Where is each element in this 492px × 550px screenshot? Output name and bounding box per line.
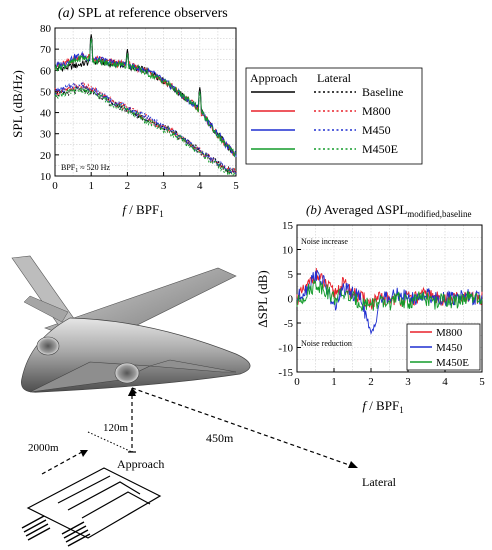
- label-lateral: Lateral: [362, 475, 397, 489]
- xtick-label: 2: [125, 180, 131, 192]
- xtick-label: 0: [294, 376, 300, 388]
- xtick-label: 1: [88, 180, 94, 192]
- label-approach: Approach: [117, 457, 164, 471]
- panel-b-ytick-labels: 15 10 5 0 -5 -10 -15: [278, 220, 293, 379]
- series-approach-m450e: [54, 38, 237, 158]
- panel-b-title: (b) Averaged ΔSPLmodified,baseline: [306, 202, 472, 219]
- aircraft-wing-root: [149, 359, 237, 373]
- legend-a-entry-m800: M800: [362, 104, 391, 118]
- ytick-label: 20: [40, 150, 52, 162]
- panel-a-xtick-labels: 0 1 2 3 4 5: [52, 180, 239, 192]
- xtick-label: 5: [479, 376, 485, 388]
- legend-a-box: [245, 67, 423, 165]
- aircraft-right-engine: [114, 362, 140, 384]
- lateral-arrow-head: [348, 461, 358, 468]
- ytick-label: 70: [40, 44, 52, 56]
- panel-a-bpf-note: BPF1 ≈ 520 Hz: [61, 163, 110, 174]
- panel-a-legend: Approach Lateral Baseline M800 M450 M450…: [245, 67, 423, 165]
- xtick-label: 0: [52, 180, 58, 192]
- ytick-label: 15: [282, 220, 294, 232]
- series-m450e: [296, 279, 483, 312]
- xtick-label: 5: [233, 180, 239, 192]
- panel-b-series: [296, 267, 483, 336]
- runway-threshold-marks: [21, 515, 91, 547]
- lateral-450m-line: [131, 387, 353, 467]
- lateral-arrow-tail: [128, 388, 137, 396]
- runway-drawing: [26, 467, 162, 539]
- legend-a-header-approach: Approach: [250, 71, 297, 85]
- runway-centerline-1: [57, 475, 111, 504]
- label-450m: 450m: [206, 431, 234, 445]
- ytick-label: 0: [288, 294, 294, 306]
- panel-a-title: (a) SPL at reference observers: [58, 6, 228, 21]
- aircraft-illustration: [11, 255, 251, 393]
- legend-b-entry-m450: M450: [436, 342, 463, 354]
- ytick-label: 50: [40, 86, 52, 98]
- ytick-label: 10: [282, 245, 294, 257]
- label-2000m: 2000m: [28, 442, 59, 454]
- xtick-label: 2: [368, 376, 374, 388]
- panel-a-xlabel: f / BPF1: [122, 202, 163, 219]
- panel-b-annot-reduction: Noise reduction: [301, 339, 352, 348]
- legend-b-entry-m450e: M450E: [436, 357, 469, 369]
- svg-text:(a) SPL at reference observers: (a) SPL at reference observers: [58, 6, 228, 21]
- legend-b-entry-m800: M800: [436, 327, 463, 339]
- label-120m: 120m: [103, 422, 129, 434]
- panel-a-series: [54, 34, 237, 177]
- ytick-label: 10: [40, 171, 52, 183]
- ytick-label: -15: [278, 367, 293, 379]
- runway-chevron-2: [81, 491, 151, 519]
- xtick-label: 3: [405, 376, 411, 388]
- legend-a-entry-baseline: Baseline: [362, 85, 403, 99]
- ytick-label: -10: [278, 343, 293, 355]
- ytick-label: -5: [284, 318, 294, 330]
- xtick-label: 4: [442, 376, 448, 388]
- legend-a-entry-m450: M450: [362, 123, 391, 137]
- runway-arrow-head: [80, 450, 88, 457]
- ytick-label: 30: [40, 129, 52, 141]
- xtick-label: 3: [161, 180, 167, 192]
- xtick-label: 4: [197, 180, 203, 192]
- panel-b-xlabel: f / BPF1: [362, 398, 403, 415]
- observer-geometry-diagram: 2000m 120m Approach 450m Lateral: [21, 387, 397, 547]
- ytick-label: 5: [288, 269, 294, 281]
- panel-b-legend: M800 M450 M450E: [406, 323, 481, 371]
- legend-a-entry-m450e: M450E: [362, 142, 398, 156]
- runway-outline: [26, 467, 162, 539]
- panel-a-grid: [54, 27, 237, 177]
- ytick-label: 80: [40, 23, 52, 35]
- series-lateral-m450e: [54, 87, 237, 177]
- dotted-120m-line: [87, 431, 133, 453]
- panel-a-ytick-labels: 10 20 30 40 50 60 70 80: [40, 23, 52, 183]
- series-lateral-m450: [54, 82, 237, 175]
- aircraft-left-engine: [36, 336, 60, 356]
- panel-a-axes-frame: [54, 27, 237, 177]
- ytick-label: 60: [40, 65, 52, 77]
- ytick-label: 40: [40, 108, 52, 120]
- panel-a-ylabel: SPL (dB/Hz): [10, 70, 25, 138]
- xtick-label: 1: [331, 376, 337, 388]
- panel-b-annot-increase: Noise increase: [301, 237, 348, 246]
- legend-a-header-lateral: Lateral: [317, 71, 352, 85]
- runway-2000m-line: [41, 451, 83, 475]
- runway-chevron-1: [67, 481, 141, 511]
- panel-b-ylabel: ΔSPL (dB): [255, 270, 270, 327]
- aircraft-tail-plane: [23, 295, 69, 323]
- panel-b-xtick-labels: 0 1 2 3 4 5: [294, 376, 485, 388]
